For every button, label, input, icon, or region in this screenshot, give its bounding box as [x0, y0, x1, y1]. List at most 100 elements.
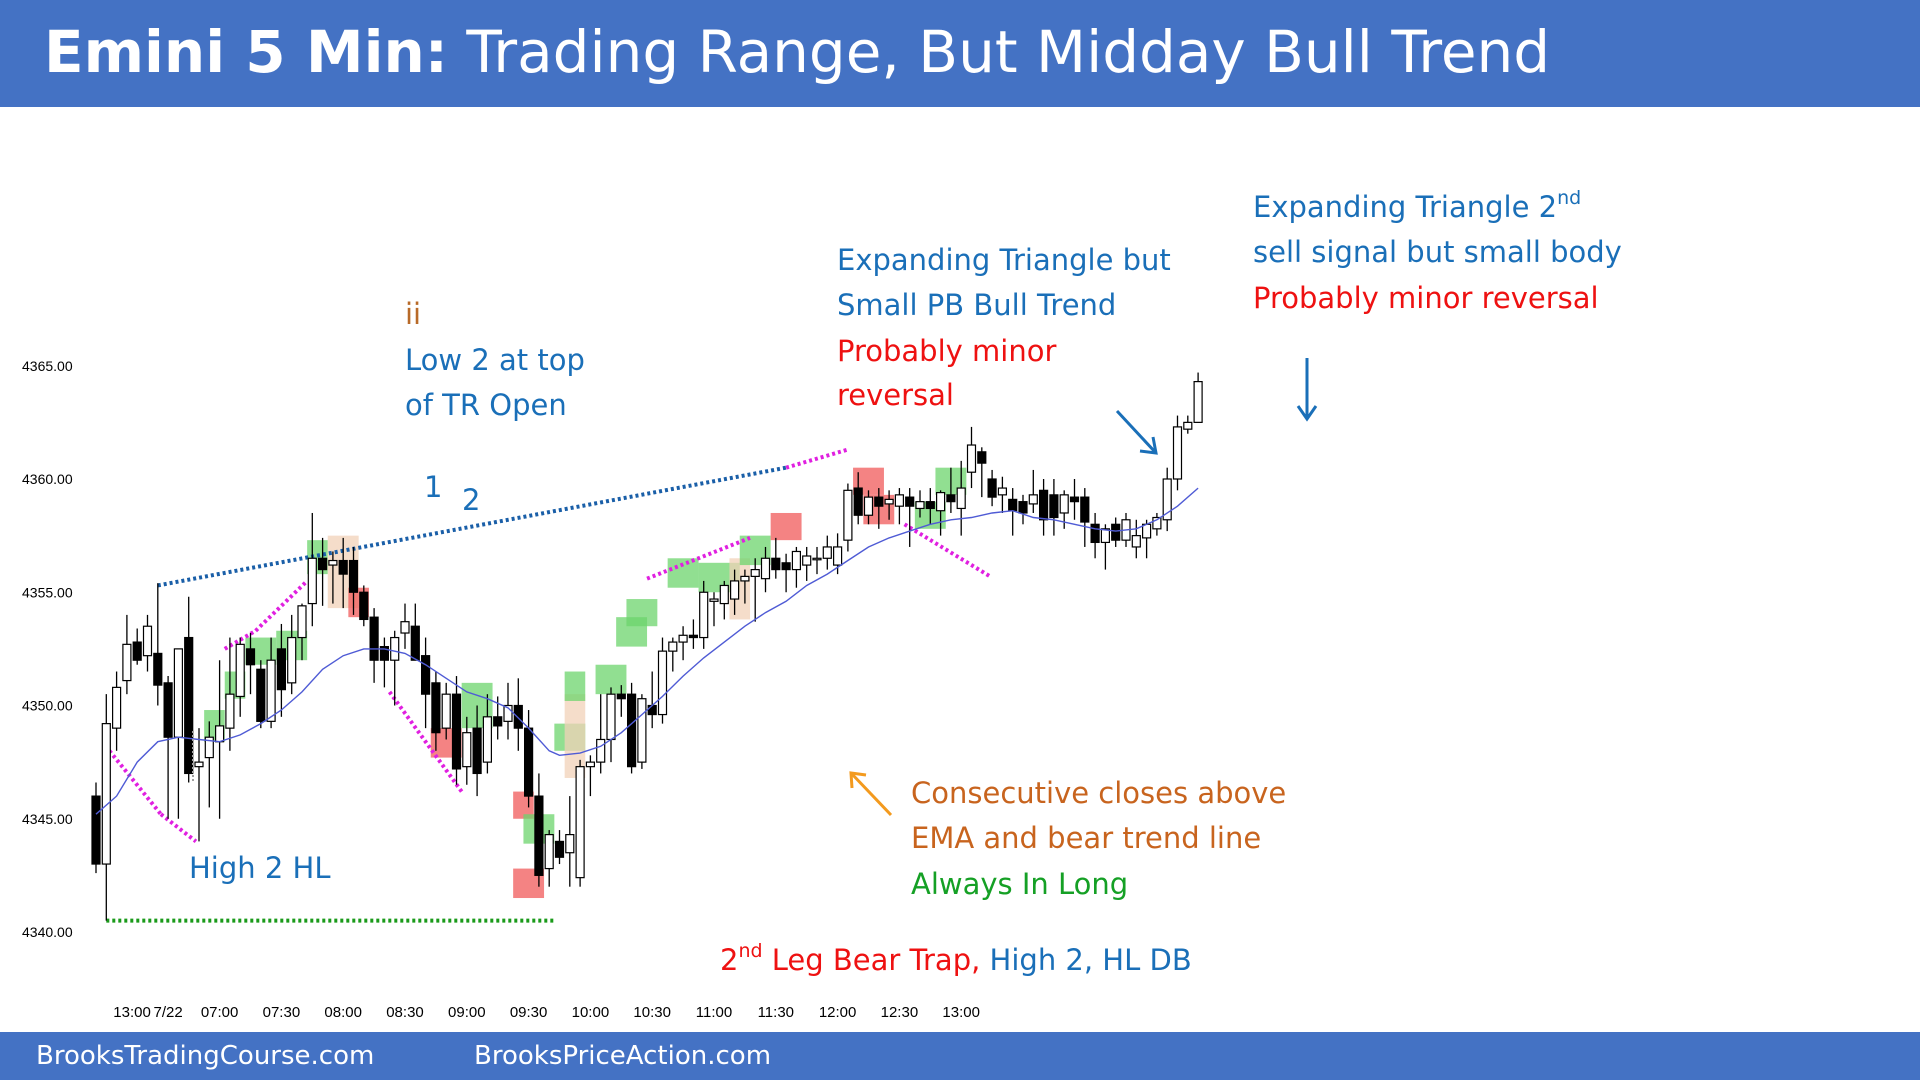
annotation-high2hl: High 2 HL [189, 851, 331, 885]
annotation-low2-line1: Low 2 at top [405, 343, 585, 377]
annotation-exp1-line3: Probably minor [837, 334, 1056, 368]
candle [915, 490, 925, 518]
annotation-exp2-line1: Expanding Triangle 2nd [1253, 187, 1581, 224]
candle [184, 596, 194, 783]
candle [709, 592, 719, 627]
annotation-bottom-sup: nd [738, 940, 762, 962]
candle-body-bull [606, 693, 616, 741]
candle-body-bear [1038, 489, 1049, 521]
candle-body-bull [287, 636, 297, 684]
candle [729, 569, 740, 615]
annotation-exp2-line2: sell signal but small body [1253, 235, 1622, 269]
candle-body-bear [318, 557, 328, 571]
candle-body-bull [204, 736, 214, 759]
candle-body-bull [997, 487, 1008, 496]
x-tick-label: 08:30 [386, 1004, 424, 1021]
candle-body-bull [843, 489, 853, 541]
candle [719, 580, 729, 620]
candle-body-bear [626, 693, 637, 768]
candle-body-bear [1049, 494, 1059, 519]
y-tick-label: 4360.00 [22, 471, 73, 487]
candle-body-bear [1069, 496, 1080, 503]
candle [966, 426, 977, 489]
x-tick-label: 07:00 [201, 1004, 239, 1021]
candlestick-chart: 4340.00 4345.00 4350.00 4355.00 4360.00 4365.… [22, 187, 1622, 1021]
candle [421, 637, 431, 729]
candle [997, 476, 1008, 513]
candle [626, 682, 637, 774]
candle [1038, 479, 1049, 536]
arrow-consecutive-closes [849, 771, 893, 817]
candle [1018, 494, 1028, 525]
footer-link-brooks-price-action[interactable]: BrooksPriceAction.com [474, 1041, 772, 1071]
candle-body-bull [400, 621, 410, 634]
candle [616, 685, 626, 717]
candle [750, 558, 760, 622]
candle [122, 614, 132, 695]
candle-body-bear [359, 591, 369, 621]
candle-body-bear [245, 648, 256, 666]
x-tick-label: 07:30 [263, 1004, 301, 1021]
candle-body-bull [585, 761, 596, 768]
candle-body-bull [760, 557, 771, 580]
candle [328, 551, 338, 604]
candle-body-bull [678, 634, 688, 643]
candle-body-bull [719, 584, 729, 605]
annotations: ii Low 2 at top of TR Open 1 2 High 2 HL… [189, 187, 1622, 977]
dotted-line-magenta [387, 690, 464, 793]
candle [863, 490, 874, 525]
x-axis: 13:00 7/22 07:00 07:30 08:00 08:30 09:00 09:30 1… [113, 1004, 980, 1021]
candle-body-bull [668, 641, 678, 652]
candle [513, 678, 523, 751]
candle-body-bear [348, 559, 359, 593]
candle [359, 585, 369, 627]
candle [1069, 479, 1080, 520]
signal-box-tan [564, 694, 586, 778]
candle-body-bull [225, 693, 235, 729]
candle-body-bull [122, 643, 132, 682]
candle-body-bull [812, 557, 822, 561]
footer-link-brooks-trading-course[interactable]: BrooksTradingCourse.com [36, 1041, 375, 1071]
candle [307, 512, 317, 627]
candle-body-bull [441, 693, 451, 729]
candle-body-bull [297, 605, 307, 639]
annotation-bottom: 2nd Leg Bear Trap, High 2, HL DB [720, 940, 1192, 977]
candle [390, 630, 400, 706]
candle-body-bear [534, 795, 544, 876]
annotation-two: 2 [462, 483, 480, 517]
title-bar: Emini 5 Min: Trading Range, But Midday B… [0, 0, 1920, 107]
candle [935, 490, 946, 536]
candle-body-bull [935, 491, 946, 512]
candle-body-bull [822, 546, 832, 559]
footer-bar: BrooksTradingCourse.com BrooksPriceActio… [0, 1032, 1920, 1080]
candle-body-bear [493, 716, 503, 727]
y-tick-label: 4355.00 [22, 584, 73, 600]
candle-body-bull [1183, 421, 1193, 430]
candle-body-bull [482, 716, 492, 763]
candle [1100, 524, 1111, 570]
candle-body-bear [431, 682, 441, 734]
candle [1183, 415, 1193, 434]
annotation-consec-line1: Consecutive closes above [911, 776, 1286, 810]
candle [235, 637, 245, 717]
candle-body-bull [215, 725, 225, 743]
candle-body-bear [513, 704, 523, 729]
candle-body-bear [987, 478, 997, 498]
annotation-exp1-line4: reversal [837, 378, 954, 412]
y-tick-label: 4345.00 [22, 811, 73, 827]
candle [1162, 467, 1172, 532]
candle-body-bull [894, 494, 905, 507]
candle-body-bear [163, 682, 173, 738]
candle [431, 671, 441, 751]
candle [987, 469, 997, 507]
candle [256, 660, 266, 729]
candle [1080, 488, 1090, 547]
candle [894, 488, 905, 525]
candle-body-bull [142, 625, 153, 657]
candle [462, 716, 472, 785]
candle-body-bear [977, 451, 987, 464]
candle [884, 490, 894, 520]
candle-body-bear [421, 655, 431, 695]
candle [771, 537, 781, 579]
candle-body-bear [946, 494, 956, 503]
